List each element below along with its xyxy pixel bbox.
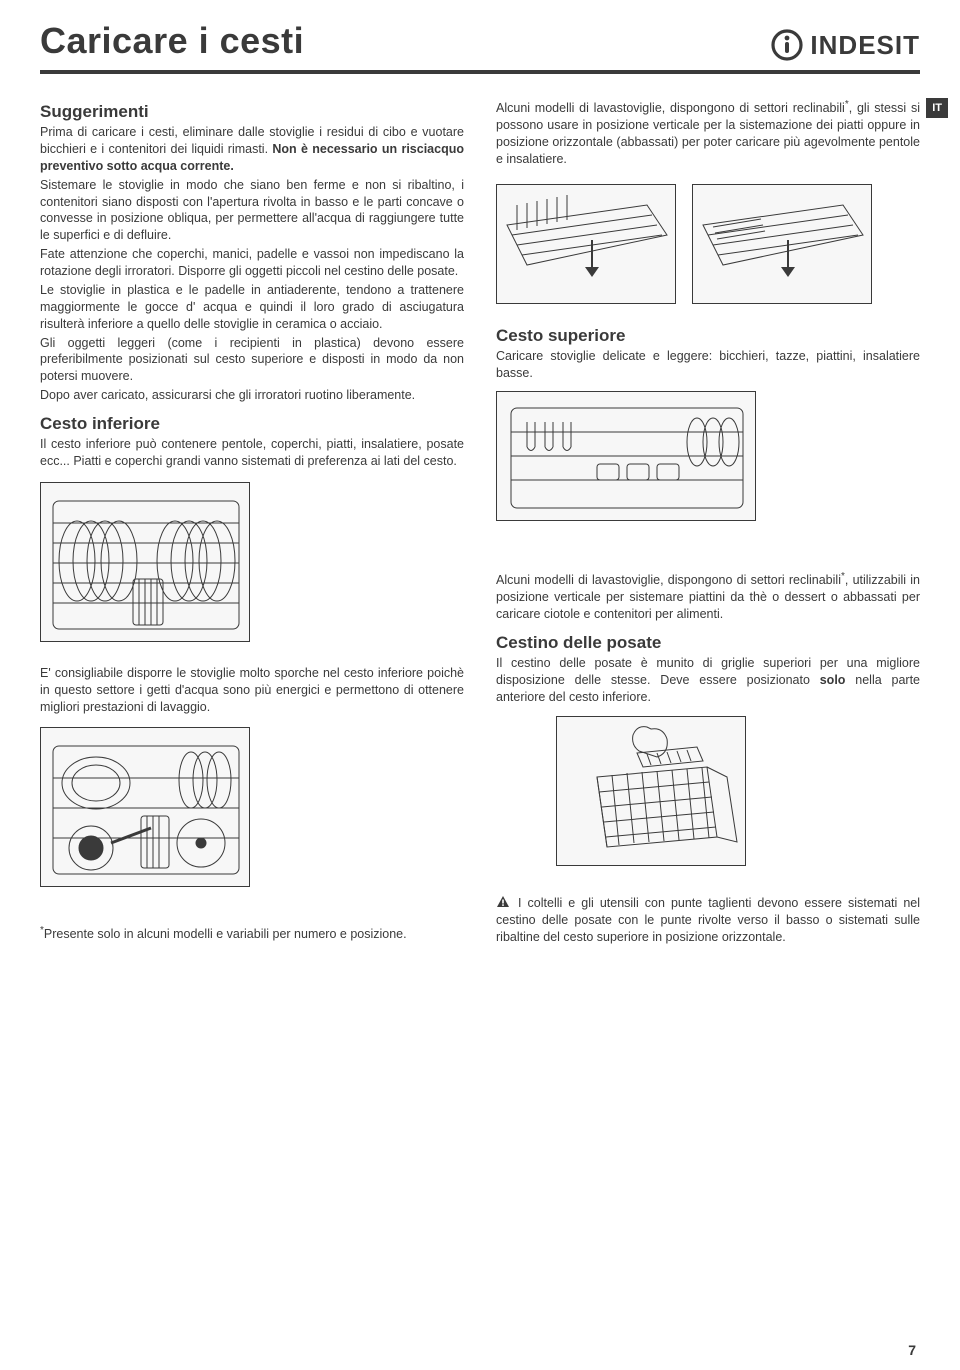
heading-cestino-posate: Cestino delle posate <box>496 633 920 653</box>
para-reclinabili-1a: Alcuni modelli di lavastoviglie, dispong… <box>496 101 845 115</box>
footnote-text: Presente solo in alcuni modelli e variab… <box>44 928 407 942</box>
para-consigliabile: E' consigliabile disporre le stoviglie m… <box>40 665 464 716</box>
para-cestino-posate: Il cestino delle posate è munito di grig… <box>496 655 920 706</box>
page-number: 7 <box>908 1342 916 1358</box>
page-title: Caricare i cesti <box>40 20 304 62</box>
illus-upper-rack <box>496 391 756 521</box>
brand-logo: INDESIT <box>770 28 920 62</box>
warning-icon <box>496 895 510 909</box>
para-cesto-inferiore: Il cesto inferiore può contenere pentole… <box>40 436 464 470</box>
right-column: IT Alcuni modelli di lavastoviglie, disp… <box>496 98 920 947</box>
para-reclinabili-2a: Alcuni modelli di lavastoviglie, dispong… <box>496 574 841 588</box>
para-cesto-superiore: Caricare stoviglie delicate e leggere: b… <box>496 348 920 382</box>
footnote: *Presente solo in alcuni modelli e varia… <box>40 924 464 943</box>
heading-suggerimenti: Suggerimenti <box>40 102 464 122</box>
left-column: Suggerimenti Prima di caricare i cesti, … <box>40 98 464 947</box>
illus-tilting-sectors <box>496 176 920 312</box>
illus-cutlery-basket <box>556 716 746 866</box>
header-rule <box>40 70 920 74</box>
illus-lower-rack-pots <box>40 727 250 887</box>
para-attenzione: Fate attenzione che coperchi, manici, pa… <box>40 246 464 280</box>
brand-text: INDESIT <box>810 30 920 61</box>
heading-cesto-inferiore: Cesto inferiore <box>40 414 464 434</box>
para-leggeri: Gli oggetti leggeri (come i recipienti i… <box>40 335 464 386</box>
para-warning-text: I coltelli e gli utensili con punte tagl… <box>496 896 920 944</box>
heading-cesto-superiore: Cesto superiore <box>496 326 920 346</box>
para-reclinabili-2: Alcuni modelli di lavastoviglie, dispong… <box>496 570 920 623</box>
para-posate-bold: solo <box>820 673 846 687</box>
para-sistemare: Sistemare le stoviglie in modo che siano… <box>40 177 464 245</box>
para-plastica: Le stoviglie in plastica e le padelle in… <box>40 282 464 333</box>
content-columns: Suggerimenti Prima di caricare i cesti, … <box>40 98 920 947</box>
para-dopo: Dopo aver caricato, assicurarsi che gli … <box>40 387 464 404</box>
lang-badge: IT <box>926 98 948 118</box>
para-reclinabili-1: Alcuni modelli di lavastoviglie, dispong… <box>496 98 920 168</box>
page-header: Caricare i cesti INDESIT <box>40 20 920 62</box>
brand-circle-icon <box>770 28 804 62</box>
illus-lower-rack-loaded <box>40 482 250 642</box>
para-intro: Prima di caricare i cesti, eliminare dal… <box>40 124 464 175</box>
para-warning: I coltelli e gli utensili con punte tagl… <box>496 895 920 946</box>
